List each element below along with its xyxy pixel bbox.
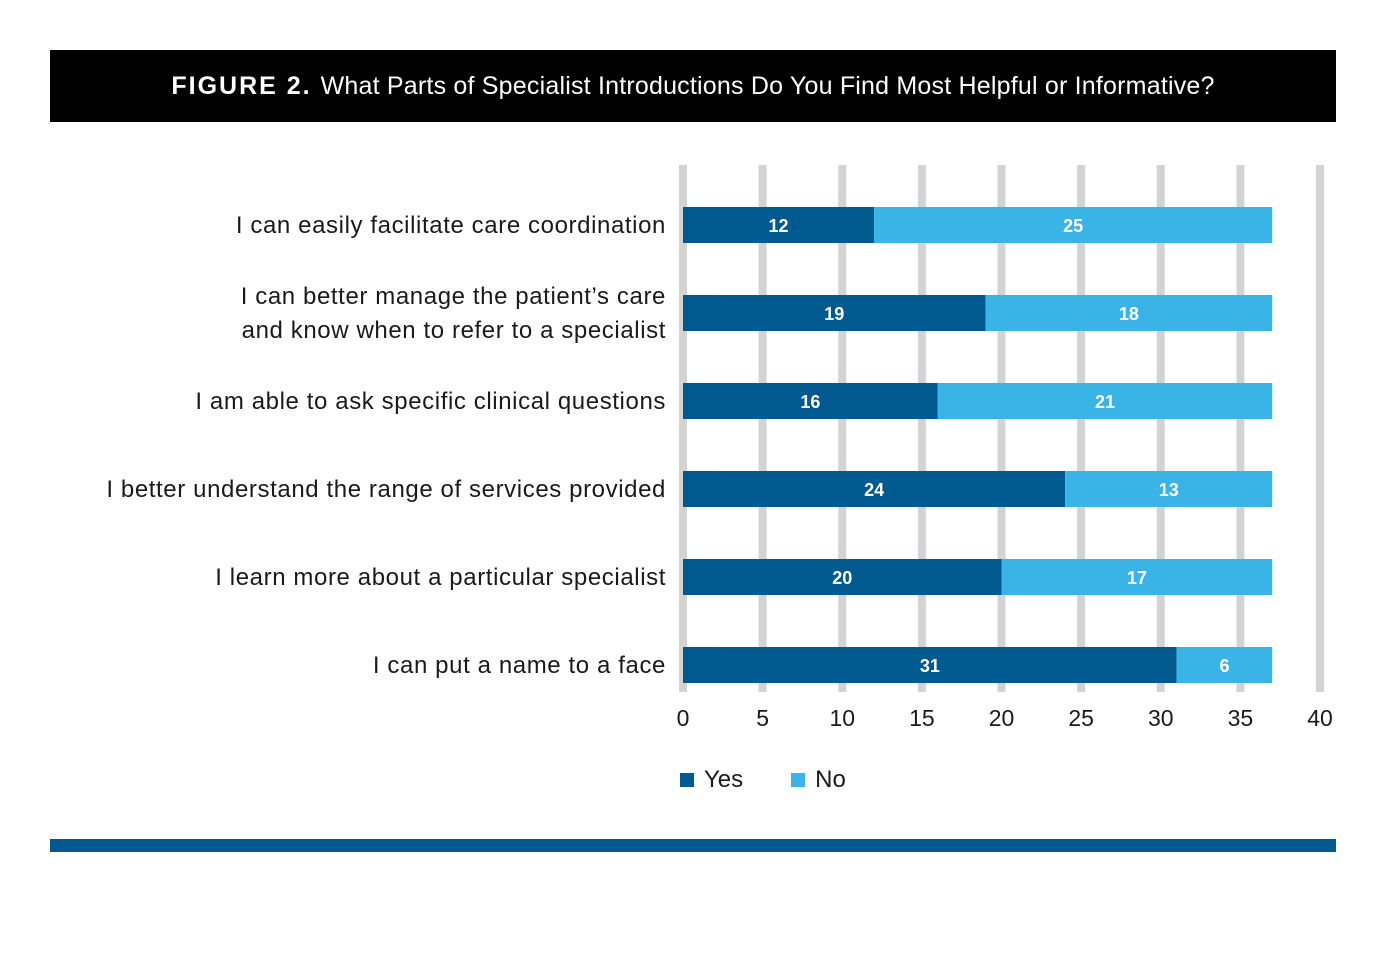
legend-item-no: No: [791, 766, 846, 794]
bar-label-no: 17: [1127, 568, 1147, 588]
category-label: I can better manage the patient’s care: [241, 283, 666, 310]
gridline: [1077, 165, 1086, 692]
bar-no: [937, 383, 1273, 419]
bar-no: [874, 207, 1273, 243]
bar-label-yes: 16: [800, 392, 820, 412]
gridline: [1156, 165, 1165, 692]
bar-label-no: 21: [1095, 392, 1115, 412]
bar-yes: [683, 647, 1177, 683]
x-tick-label: 20: [989, 705, 1015, 731]
x-tick-label: 5: [756, 705, 769, 731]
bar-no: [1176, 647, 1273, 683]
bar-label-no: 18: [1119, 304, 1139, 324]
bar-yes: [683, 559, 1002, 595]
chart-legend: Yes No: [680, 766, 894, 794]
bar-label-yes: 24: [864, 480, 884, 500]
category-label: and know when to refer to a specialist: [242, 317, 666, 344]
category-label: I can put a name to a face: [373, 652, 666, 679]
legend-label-yes: Yes: [704, 766, 744, 793]
x-tick-label: 15: [909, 705, 935, 731]
bar-no: [985, 295, 1273, 331]
x-tick-label: 40: [1307, 705, 1333, 731]
bar-label-yes: 19: [824, 304, 844, 324]
gridline: [1316, 165, 1324, 692]
figure-label: FIGURE 2.: [171, 71, 312, 100]
gridline: [758, 165, 767, 692]
x-tick-label: 25: [1068, 705, 1094, 731]
gridline: [917, 165, 926, 692]
x-tick-label: 0: [677, 705, 690, 731]
stacked-bar-chart: 0 5 10 15 20 25 30 35 40 I can easily facilitate …: [106, 165, 1333, 731]
bar-yes: [683, 295, 986, 331]
bar-label-yes: 20: [832, 568, 852, 588]
x-tick-label: 35: [1228, 705, 1254, 731]
category-label: I am able to ask specific clinical quest…: [195, 388, 666, 415]
bar-label-yes: 12: [769, 216, 789, 236]
bar-yes: [683, 471, 1066, 507]
legend-label-no: No: [815, 766, 846, 793]
footer-divider: [50, 839, 1336, 852]
x-tick-label: 10: [829, 705, 855, 731]
bar-label-no: 13: [1159, 480, 1179, 500]
category-label: I can easily facilitate care coordinatio…: [236, 212, 666, 239]
gridline: [679, 165, 687, 692]
bar-label-no: 6: [1219, 656, 1229, 676]
category-label: I learn more about a particular speciali…: [215, 564, 666, 591]
bar-no: [1001, 559, 1273, 595]
figure-title: What Parts of Specialist Introductions D…: [320, 71, 1215, 100]
gridline: [1236, 165, 1245, 692]
gridline: [838, 165, 847, 692]
gridline: [997, 165, 1006, 692]
bar-label-no: 25: [1063, 216, 1083, 236]
category-label: I better understand the range of service…: [106, 476, 666, 503]
legend-swatch-yes: [680, 773, 694, 787]
bar-yes: [683, 207, 875, 243]
figure-header: FIGURE 2. What Parts of Specialist Intro…: [50, 50, 1336, 122]
legend-swatch-no: [791, 773, 806, 787]
bar-yes: [683, 383, 938, 419]
x-tick-label: 30: [1148, 705, 1174, 731]
bar-no: [1065, 471, 1273, 507]
legend-item-yes: Yes: [680, 766, 743, 794]
bar-label-yes: 31: [920, 656, 940, 676]
